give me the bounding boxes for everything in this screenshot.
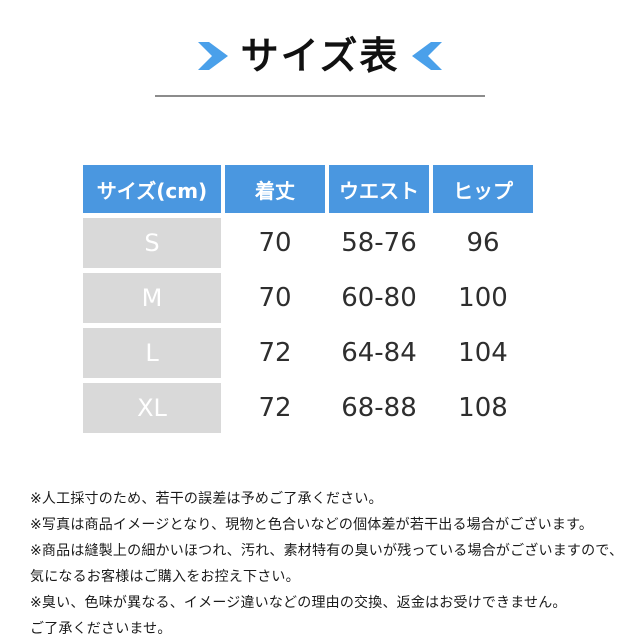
hip-cell-l: 104 — [458, 338, 508, 368]
table-header-length: 着丈 — [225, 165, 325, 213]
table-header-waist: ウエスト — [329, 165, 429, 213]
waist-cell-s: 58-76 — [341, 228, 417, 258]
waist-cell-l: 64-84 — [341, 338, 417, 368]
note-line-6: ご了承くださいませ。 — [30, 621, 172, 637]
size-cell-m: M — [83, 273, 221, 323]
size-cell-s: S — [83, 218, 221, 268]
page-title: サイズ表 — [240, 34, 400, 78]
note-line-5: ※臭い、色味が異なる、イメージ違いなどの理由の交換、返金はお受けできません。 — [30, 595, 567, 611]
hip-cell-s: 96 — [466, 228, 500, 258]
table-header-hip: ヒップ — [433, 165, 533, 213]
size-cell-l: L — [83, 328, 221, 378]
waist-cell-xl: 68-88 — [341, 393, 417, 423]
note-line-2: ※写真は商品イメージとなり、現物と色合いなどの個体差が若干出る場合がございます。 — [30, 517, 594, 533]
length-cell-l: 72 — [258, 338, 292, 368]
note-line-3: ※商品は縫製上の細かいほつれ、汚れ、素材特有の臭いが残っている場合がございますの… — [30, 543, 624, 559]
disclaimer-notes: ※人工採寸のため、若干の誤差は予めご了承ください。 ※写真は商品イメージとなり、… — [30, 486, 632, 642]
table-header-size: サイズ(cm) — [83, 165, 221, 213]
length-cell-s: 70 — [258, 228, 292, 258]
size-cell-xl: XL — [83, 383, 221, 433]
chevron-left-icon — [412, 42, 443, 70]
waist-cell-m: 60-80 — [341, 283, 417, 313]
length-cell-xl: 72 — [258, 393, 292, 423]
length-cell-m: 70 — [258, 283, 292, 313]
hip-cell-m: 100 — [458, 283, 508, 313]
note-line-4: 気になるお客様はご購入をお控え下さい。 — [30, 569, 300, 585]
size-table: サイズ(cm) 着丈 ウエスト ヒップ S 70 58-76 96 M 70 6… — [83, 165, 533, 433]
hip-cell-xl: 108 — [458, 393, 508, 423]
chevron-right-icon — [197, 42, 228, 70]
note-line-1: ※人工採寸のため、若干の誤差は予めご了承ください。 — [30, 491, 383, 507]
title-underline-divider — [155, 95, 485, 97]
title-row: サイズ表 — [0, 30, 640, 82]
